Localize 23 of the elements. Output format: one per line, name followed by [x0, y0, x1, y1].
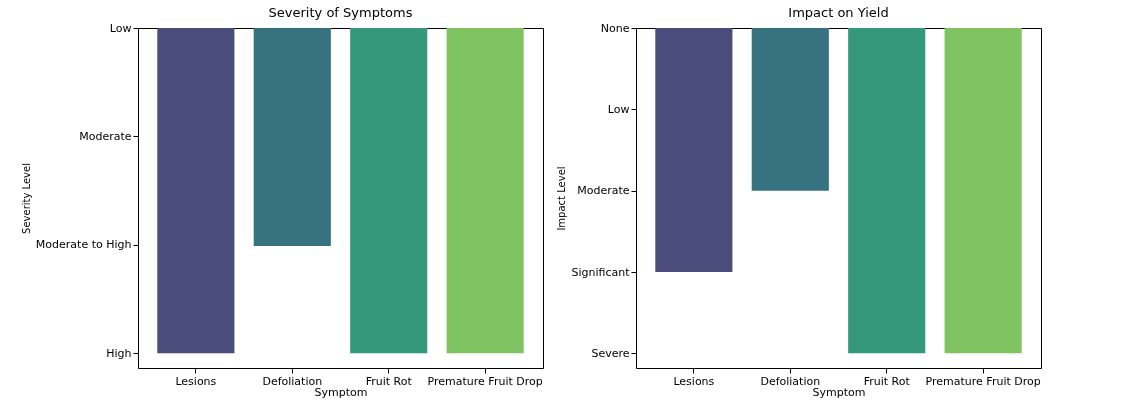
- x-tick-label: Fruit Rot: [365, 374, 413, 388]
- text: Moderate to High: [35, 238, 132, 252]
- text: Moderate: [79, 129, 132, 143]
- x-tick-label: Defoliation: [262, 374, 323, 388]
- chart-title: Impact on Yield: [788, 5, 889, 20]
- chart-title: Severity of Symptoms: [268, 5, 413, 20]
- x-tick-label: Fruit Rot: [863, 374, 911, 388]
- text: Low: [109, 21, 132, 35]
- text: Moderate: [577, 184, 630, 198]
- x-axis-title: Symptom: [314, 385, 368, 399]
- x-tick-label: Defoliation: [760, 374, 821, 388]
- x-axis-title: Symptom: [812, 385, 866, 399]
- text: High: [106, 346, 132, 360]
- x-tick-label: Lesions: [175, 374, 217, 388]
- text: Low: [607, 102, 630, 116]
- x-tick-label: Premature Fruit Drop: [925, 374, 1041, 388]
- y-axis-title: Impact Level: [556, 166, 568, 231]
- text: Severe: [591, 346, 630, 360]
- x-tick-label: Premature Fruit Drop: [427, 374, 543, 388]
- text: Significant: [571, 265, 631, 279]
- x-tick-label: Lesions: [673, 374, 715, 388]
- text: None: [600, 21, 630, 35]
- y-axis-title: Severity Level: [20, 163, 32, 234]
